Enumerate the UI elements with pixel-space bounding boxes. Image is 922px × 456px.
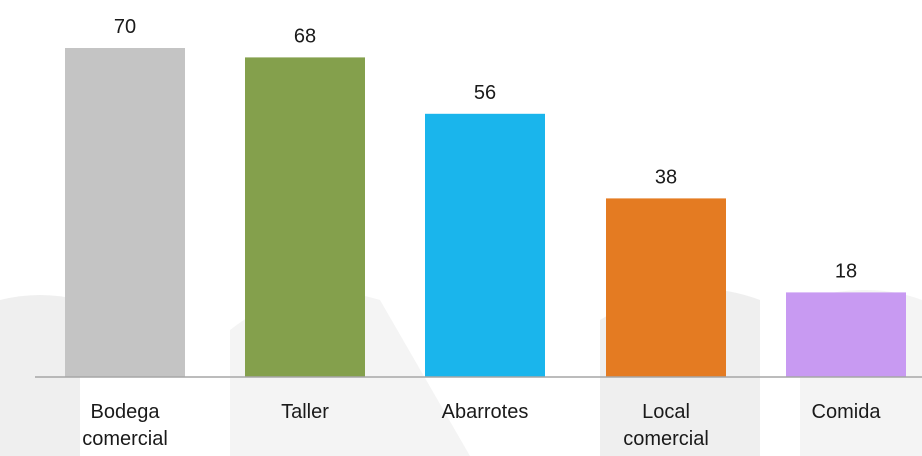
value-label-2: 56 bbox=[474, 82, 496, 104]
bar-3 bbox=[606, 198, 726, 377]
category-label-line: Taller bbox=[281, 401, 329, 423]
value-label-3: 38 bbox=[655, 166, 677, 188]
value-label-0: 70 bbox=[114, 16, 136, 38]
category-label-0: Bodega comercial bbox=[82, 401, 168, 450]
category-label-3: Local comercial bbox=[623, 401, 709, 450]
bar-4 bbox=[786, 292, 906, 377]
value-label-4: 18 bbox=[835, 260, 857, 282]
watermark-shape-0 bbox=[0, 295, 80, 456]
category-label-line: comercial bbox=[82, 428, 168, 450]
category-label-line: Local bbox=[642, 401, 690, 423]
bar-2 bbox=[425, 113, 545, 378]
value-labels-group: 70 68 56 38 18 bbox=[114, 16, 857, 282]
category-label-4: Comida bbox=[812, 401, 882, 423]
category-label-line: comercial bbox=[623, 428, 709, 450]
category-label-line: Comida bbox=[812, 401, 882, 423]
category-label-line: Bodega bbox=[91, 401, 161, 423]
category-label-1: Taller bbox=[281, 401, 329, 423]
bar-0 bbox=[65, 48, 185, 377]
category-label-2: Abarrotes bbox=[442, 401, 529, 423]
bar-1 bbox=[245, 57, 365, 378]
bars-group bbox=[65, 48, 906, 378]
category-label-line: Abarrotes bbox=[442, 401, 529, 423]
category-labels-group: Bodega comercial Taller Abarrotes Local comer… bbox=[82, 401, 881, 450]
value-label-1: 68 bbox=[294, 25, 316, 47]
